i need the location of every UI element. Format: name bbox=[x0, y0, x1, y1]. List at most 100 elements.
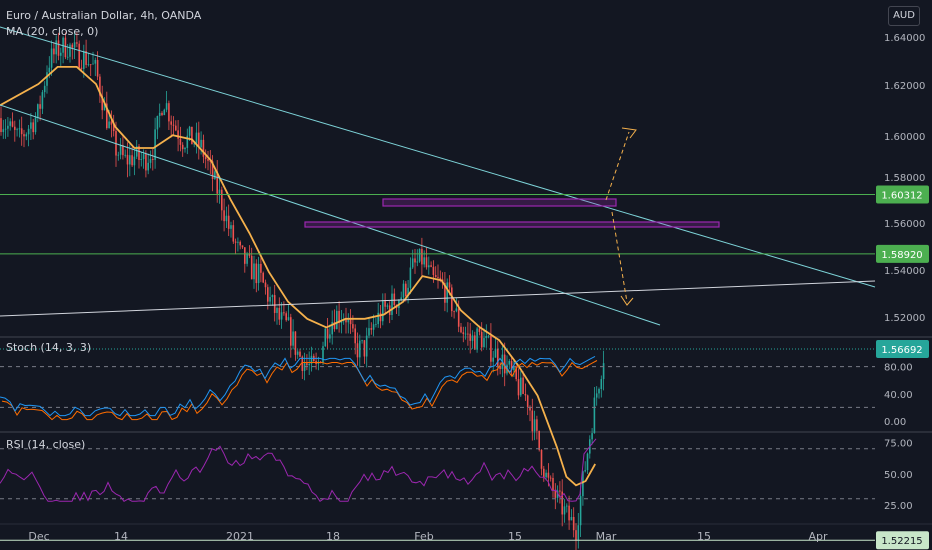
candle-body bbox=[9, 121, 11, 126]
candle-body bbox=[253, 263, 255, 280]
candle-body bbox=[181, 144, 184, 150]
candle-body bbox=[294, 331, 297, 355]
candle-body bbox=[147, 162, 149, 171]
candle-body bbox=[552, 478, 554, 491]
candle-body bbox=[595, 393, 598, 398]
candle-body bbox=[361, 340, 363, 342]
candle-body bbox=[322, 346, 324, 363]
rsi-legend[interactable]: RSI (14, close) bbox=[6, 438, 86, 451]
candle-body bbox=[559, 490, 561, 492]
candle-body bbox=[103, 103, 106, 111]
resistance-box bbox=[382, 198, 617, 207]
candle-body bbox=[575, 530, 577, 540]
rsi-pane bbox=[0, 438, 875, 502]
time-tick-label: Dec bbox=[28, 530, 49, 543]
candle-body bbox=[393, 293, 396, 306]
candle-body bbox=[462, 332, 465, 335]
time-tick-label: 18 bbox=[326, 530, 340, 543]
candle-body bbox=[299, 351, 301, 357]
candle-body bbox=[269, 297, 271, 302]
candle-body bbox=[547, 472, 550, 478]
candles bbox=[0, 30, 605, 550]
candle-body bbox=[14, 126, 16, 130]
candle-body bbox=[20, 128, 23, 135]
axes: 1.60312 1.58920 1.56692 1.52215 1.64000 1.620… bbox=[28, 33, 929, 550]
candle-body bbox=[273, 295, 276, 313]
price-tick-label: 1.62000 bbox=[884, 81, 925, 92]
candle-body bbox=[474, 335, 476, 350]
candle-body bbox=[156, 115, 159, 130]
candle-body bbox=[543, 468, 545, 478]
candle-body bbox=[200, 139, 202, 148]
candle-body bbox=[386, 305, 389, 307]
candle-body bbox=[168, 103, 170, 122]
candle-body bbox=[165, 103, 168, 110]
candle-body bbox=[428, 265, 430, 268]
candle-body bbox=[225, 215, 228, 222]
candle-body bbox=[572, 516, 575, 531]
candle-body bbox=[140, 159, 143, 160]
candle-body bbox=[455, 308, 458, 312]
candle-body bbox=[119, 145, 122, 155]
candle-body bbox=[2, 129, 5, 133]
candle-body bbox=[239, 241, 241, 246]
channel-lower bbox=[0, 104, 661, 326]
candle-body bbox=[375, 324, 377, 325]
candle-body bbox=[290, 317, 292, 346]
candle-body bbox=[460, 326, 462, 333]
candle-body bbox=[464, 333, 467, 335]
candle-body bbox=[526, 395, 529, 407]
candle-body bbox=[549, 477, 552, 479]
channel-upper bbox=[0, 26, 876, 288]
symbol-title[interactable]: Euro / Australian Dollar, 4h, OANDA bbox=[6, 9, 202, 22]
candle-body bbox=[503, 354, 506, 374]
candle-body bbox=[370, 328, 373, 330]
ma-legend[interactable]: MA (20, close, 0) bbox=[6, 25, 99, 38]
candle-body bbox=[349, 319, 352, 325]
candle-body bbox=[262, 272, 264, 283]
candle-body bbox=[494, 348, 497, 358]
candle-body bbox=[117, 154, 120, 156]
price-tick-label: 1.54000 bbox=[884, 266, 925, 277]
price-tag bbox=[876, 185, 929, 204]
time-tick-label: 14 bbox=[114, 530, 128, 543]
candle-body bbox=[71, 44, 74, 48]
candle-body bbox=[602, 363, 605, 380]
candle-body bbox=[421, 248, 423, 265]
candle-body bbox=[179, 138, 182, 145]
candle-body bbox=[416, 261, 419, 263]
candle-body bbox=[41, 92, 44, 109]
candle-body bbox=[4, 128, 7, 130]
candle-body bbox=[34, 117, 37, 133]
ma-line bbox=[0, 66, 596, 487]
candle-body bbox=[372, 324, 375, 330]
candle-body bbox=[188, 126, 191, 136]
candle-body bbox=[345, 319, 347, 323]
candle-body bbox=[579, 496, 582, 526]
stoch-tick-label: 40.00 bbox=[884, 390, 913, 401]
candle-body bbox=[106, 103, 108, 129]
bearish-projection bbox=[611, 211, 628, 303]
candle-body bbox=[545, 472, 547, 478]
candle-body bbox=[18, 128, 21, 130]
candle-body bbox=[308, 363, 310, 366]
candle-body bbox=[352, 324, 354, 329]
candle-body bbox=[126, 154, 129, 165]
candle-body bbox=[600, 379, 603, 390]
stoch-d-line bbox=[1, 360, 598, 421]
candle-body bbox=[405, 283, 407, 296]
support-box bbox=[304, 221, 720, 228]
time-tick-label: Feb bbox=[414, 530, 433, 543]
candle-body bbox=[554, 490, 557, 498]
candle-body bbox=[536, 419, 538, 431]
price-tick-label: 1.56000 bbox=[884, 219, 925, 230]
candle-body bbox=[216, 171, 218, 194]
candle-body bbox=[570, 516, 573, 521]
candle-body bbox=[48, 67, 51, 73]
candle-body bbox=[400, 297, 402, 301]
candle-body bbox=[283, 312, 285, 314]
stoch-legend[interactable]: Stoch (14, 3, 3) bbox=[6, 341, 92, 354]
currency-button[interactable]: AUD bbox=[888, 6, 920, 26]
stoch-k-line bbox=[0, 355, 596, 417]
